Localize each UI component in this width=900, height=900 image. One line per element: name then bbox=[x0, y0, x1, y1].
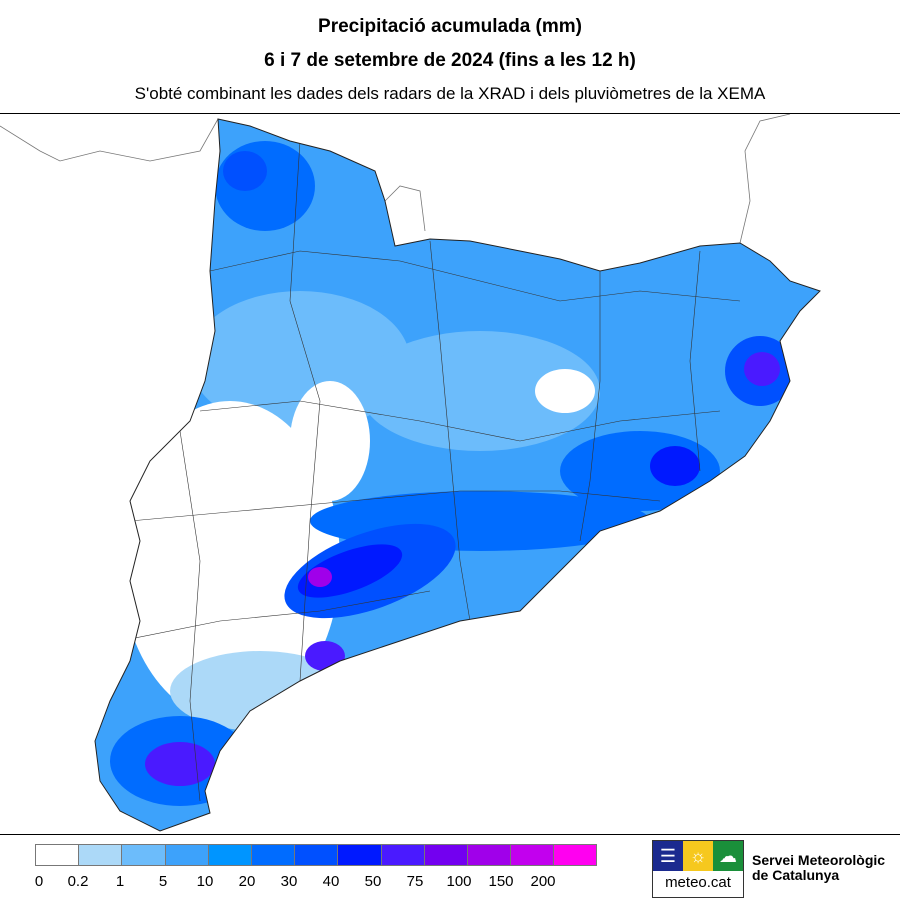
legend-label: 150 bbox=[488, 873, 514, 890]
legend-swatch bbox=[381, 845, 425, 865]
legend-swatch bbox=[122, 845, 166, 865]
legend-label: 30 bbox=[280, 873, 298, 890]
organization-name: Servei Meteorològic de Catalunya bbox=[752, 853, 885, 883]
cloud-icon: ☁ bbox=[713, 841, 743, 871]
legend-label: 10 bbox=[196, 873, 214, 890]
legend-swatch bbox=[338, 845, 382, 865]
legend-label: 1 bbox=[115, 873, 125, 890]
neighbor-borders bbox=[0, 114, 791, 244]
legend-swatch bbox=[79, 845, 123, 865]
legend-label: 100 bbox=[446, 873, 472, 890]
map-title: Precipitació acumulada (mm) bbox=[318, 16, 582, 37]
legend-swatch bbox=[36, 845, 80, 865]
comarca-borders bbox=[119, 140, 741, 802]
legend-label: 200 bbox=[530, 873, 556, 890]
legend-label: 50 bbox=[364, 873, 382, 890]
map-subtitle: S'obté combinant les dades dels radars d… bbox=[134, 84, 766, 103]
legend-labels: 0 0.2 1 5 10 20 30 40 50 75 100 150 200 bbox=[35, 873, 595, 893]
legend-label: 0 bbox=[34, 873, 44, 890]
legend-label: 20 bbox=[238, 873, 256, 890]
map-date: 6 i 7 de setembre de 2024 (fins a les 12… bbox=[264, 50, 636, 71]
legend-swatch bbox=[295, 845, 339, 865]
sun-icon: ☼ bbox=[683, 841, 713, 871]
color-legend bbox=[35, 844, 598, 866]
logo-brand: meteo.cat bbox=[665, 874, 731, 891]
legend-label: 40 bbox=[322, 873, 340, 890]
legend-swatch bbox=[467, 845, 512, 865]
precipitation-map bbox=[0, 113, 900, 835]
waves-icon: ☰ bbox=[653, 841, 683, 871]
legend-swatch bbox=[554, 845, 597, 865]
legend-swatch bbox=[511, 845, 555, 865]
precipitation-field bbox=[95, 119, 820, 831]
legend-swatch bbox=[165, 845, 209, 865]
legend-label: 0.2 bbox=[67, 873, 89, 890]
legend-label: 75 bbox=[406, 873, 424, 890]
legend-swatch bbox=[208, 845, 252, 865]
meteocat-logo: ☰ ☼ ☁ meteo.cat bbox=[652, 840, 744, 898]
org-line1: Servei Meteorològic bbox=[752, 852, 886, 868]
legend-swatch bbox=[424, 845, 468, 865]
org-line2: de Catalunya bbox=[752, 867, 840, 883]
legend-swatch bbox=[251, 845, 296, 865]
legend-label: 5 bbox=[158, 873, 168, 890]
